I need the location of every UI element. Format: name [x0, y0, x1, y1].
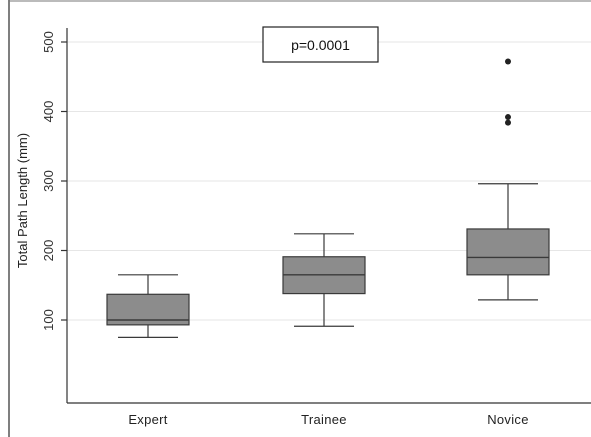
- x-category-label: Expert: [128, 412, 167, 427]
- annotation-box: [262, 26, 379, 63]
- annotation-text: p=0.0001: [291, 37, 350, 53]
- iqr-box: [466, 228, 550, 276]
- outlier-point: [505, 119, 511, 126]
- x-category-label: Novice: [487, 412, 529, 427]
- boxes: [106, 58, 550, 338]
- y-tick-label: 200: [41, 240, 56, 262]
- outlier-point: [505, 114, 511, 121]
- axes-layer: [8, 0, 591, 437]
- outlier-point: [505, 58, 511, 65]
- box-expert: [106, 274, 190, 338]
- box-novice: [466, 58, 550, 301]
- x-category-label: Trainee: [301, 412, 347, 427]
- y-tick-label: 400: [41, 101, 56, 123]
- y-tick-label: 300: [41, 170, 56, 192]
- x-category-labels: Expert Trainee Novice: [128, 412, 528, 427]
- y-tick-label: 500: [41, 31, 56, 53]
- y-ticks: 100 200 300 400 500: [41, 31, 67, 331]
- y-tick-label: 100: [41, 309, 56, 331]
- p-value-annotation: p=0.0001: [262, 26, 379, 63]
- box-trainee: [282, 233, 366, 327]
- y-axis-title: Total Path Length (mm): [15, 133, 30, 268]
